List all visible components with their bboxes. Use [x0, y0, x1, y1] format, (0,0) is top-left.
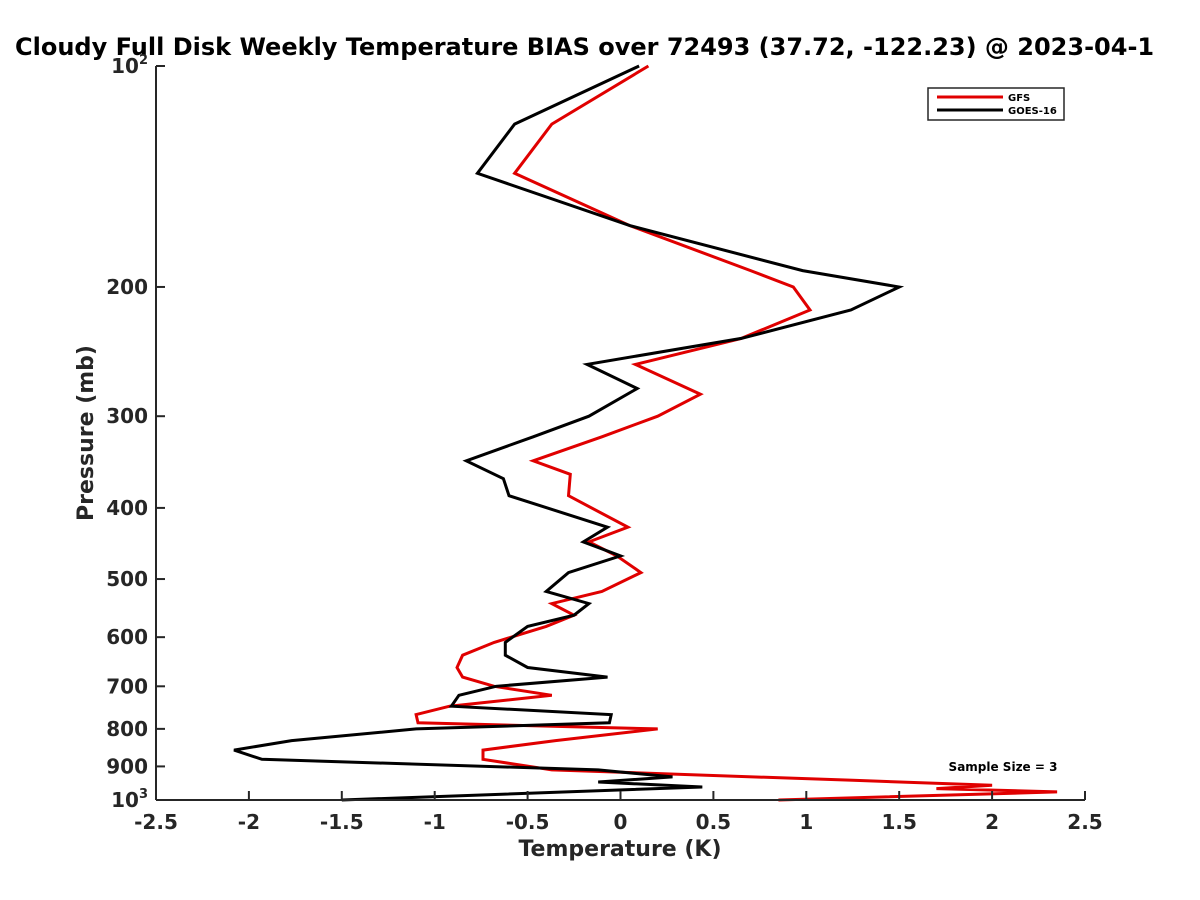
- axes: [155, 66, 1085, 801]
- y-tick-label: 400: [106, 496, 148, 520]
- x-tick-label: 1: [799, 810, 813, 834]
- y-tick-label: 103: [111, 787, 148, 812]
- y-axis-label: Pressure (mb): [74, 345, 99, 521]
- series-line-gfs: [414, 64, 1058, 802]
- x-tick-label: -2.5: [134, 810, 178, 834]
- y-tick-label: 300: [106, 404, 148, 428]
- x-tick-label: -0.5: [506, 810, 550, 834]
- legend-box: [927, 87, 1065, 121]
- x-tick-label: -1.5: [320, 810, 364, 834]
- y-tick-label: 102: [111, 53, 148, 78]
- x-tick-label: -1: [424, 810, 446, 834]
- x-tick-label: 2.5: [1067, 810, 1102, 834]
- y-tick-label: 800: [106, 717, 148, 741]
- chart-title: Cloudy Full Disk Weekly Temperature BIAS…: [15, 33, 1154, 61]
- x-axis-ticks: -2.5 -2 -1.5 -1 -0.5 0 0.5 1 1.5 2 2.5: [134, 791, 1103, 834]
- y-axis-ticks: 102 200 300 400 500 600 700 800 900 103: [106, 53, 165, 812]
- x-tick-label: 0.5: [696, 810, 731, 834]
- y-tick-label: 900: [106, 754, 148, 778]
- y-tick-label: 700: [106, 674, 148, 698]
- y-tick-label: 500: [106, 567, 148, 591]
- legend: GFS GOES-16: [927, 87, 1065, 121]
- x-tick-label: -2: [238, 810, 260, 834]
- y-tick-label: 200: [106, 275, 148, 299]
- x-tick-label: 0: [614, 810, 628, 834]
- legend-entry-label: GOES-16: [1008, 106, 1057, 117]
- x-tick-label: 1.5: [881, 810, 916, 834]
- sample-size-annotation: Sample Size = 3: [949, 760, 1058, 774]
- series-line-goes-16: [233, 64, 905, 802]
- plot-lines: [233, 64, 1058, 802]
- x-axis-label: Temperature (K): [518, 837, 721, 862]
- x-tick-label: 2: [985, 810, 999, 834]
- legend-entry-label: GFS: [1008, 93, 1030, 104]
- y-tick-label: 600: [106, 625, 148, 649]
